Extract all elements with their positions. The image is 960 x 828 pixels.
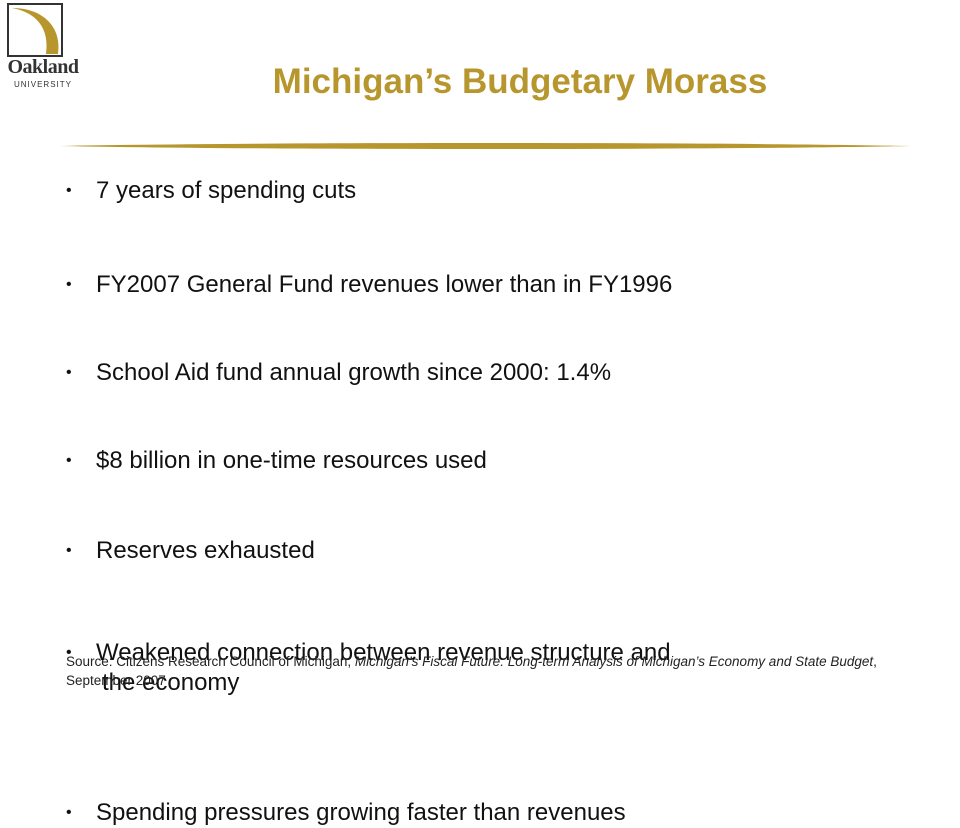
bullet-item: • Reserves exhausted	[66, 536, 926, 566]
bullet-dot-icon: •	[66, 276, 72, 293]
bullet-item: • $8 billion in one-time resources used	[66, 446, 926, 476]
bullet-text: Weakened connection between revenue stru…	[96, 639, 671, 666]
source-citation: Source: Citizens Research Council of Mic…	[66, 652, 906, 690]
bullet-dot-icon: •	[66, 452, 72, 469]
logo-subtitle: UNIVERSITY	[13, 80, 72, 89]
bullet-text: 7 years of spending cuts	[96, 177, 357, 204]
source-prefix: Source: Citizens Research Council of Mic…	[66, 654, 355, 669]
bullet-text: Reserves exhausted	[96, 537, 315, 564]
source-suffix: , September 2007	[66, 654, 877, 688]
bullet-item: • School Aid fund annual growth since 20…	[66, 358, 926, 388]
logo-emblem-icon	[7, 3, 63, 57]
logo-name: Oakland	[7, 56, 79, 78]
title-underline	[60, 143, 910, 149]
slide-title: Michigan’s Budgetary Morass	[272, 62, 768, 101]
bullet-item: • Weakened connection between revenue st…	[66, 638, 926, 698]
bullet-text-continued: the economy	[102, 669, 240, 696]
bullet-item: • 7 years of spending cuts	[66, 176, 926, 206]
bullet-text: FY2007 General Fund revenues lower than …	[96, 271, 673, 298]
bullet-dot-icon: •	[66, 644, 72, 661]
bullet-text: $8 billion in one-time resources used	[96, 447, 487, 474]
bullet-dot-icon: •	[66, 182, 72, 199]
bullet-dot-icon: •	[66, 542, 72, 559]
bullet-text: Spending pressures growing faster than r…	[96, 799, 626, 826]
bullet-dot-icon: •	[66, 364, 72, 381]
bullet-list: • 7 years of spending cuts • FY2007 Gene…	[66, 176, 926, 826]
bullet-item: • FY2007 General Fund revenues lower tha…	[66, 270, 926, 300]
source-title: Michigan’s Fiscal Future: Long-term Anal…	[354, 654, 874, 669]
bullet-item: • Spending pressures growing faster than…	[66, 798, 926, 828]
oakland-university-logo	[4, 2, 82, 96]
bullet-dot-icon: •	[66, 804, 72, 821]
bullet-text: School Aid fund annual growth since 2000…	[96, 359, 612, 386]
